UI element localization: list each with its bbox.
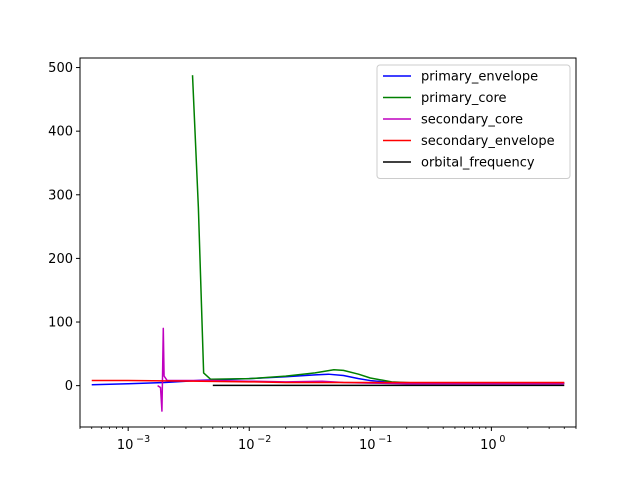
legend-label-secondary_envelope: secondary_envelope <box>421 134 555 149</box>
legend-label-orbital_frequency: orbital_frequency <box>421 156 535 171</box>
x-tick-label: 10 <box>238 438 255 453</box>
x-tick-exponent: −1 <box>378 434 392 445</box>
legend-label-secondary_core: secondary_core <box>421 113 523 128</box>
legend-label-primary_core: primary_core <box>421 91 507 106</box>
series-line-secondary_core <box>157 327 565 412</box>
y-tick-label: 100 <box>48 316 73 331</box>
y-tick-label: 500 <box>48 61 73 76</box>
legend: primary_envelope primary_core secondary_co… <box>376 64 571 179</box>
x-tick-exponent: 0 <box>499 434 505 445</box>
y-tick-label: 400 <box>48 125 73 140</box>
x-tick-label: 10 <box>117 438 134 453</box>
y-tick-label: 200 <box>48 252 73 267</box>
axes-frame <box>79 57 577 428</box>
x-tick-exponent: −2 <box>257 434 271 445</box>
x-tick-label: 10 <box>359 438 376 453</box>
x-tick-label: 10 <box>480 438 497 453</box>
y-tick-label: 300 <box>48 188 73 203</box>
y-tick-label: 0 <box>65 379 73 394</box>
x-tick-exponent: −3 <box>136 434 150 445</box>
series-line-secondary_envelope <box>91 379 565 384</box>
series-layer <box>91 75 565 412</box>
legend-label-primary_envelope: primary_envelope <box>421 70 538 85</box>
legend-box <box>376 64 571 179</box>
